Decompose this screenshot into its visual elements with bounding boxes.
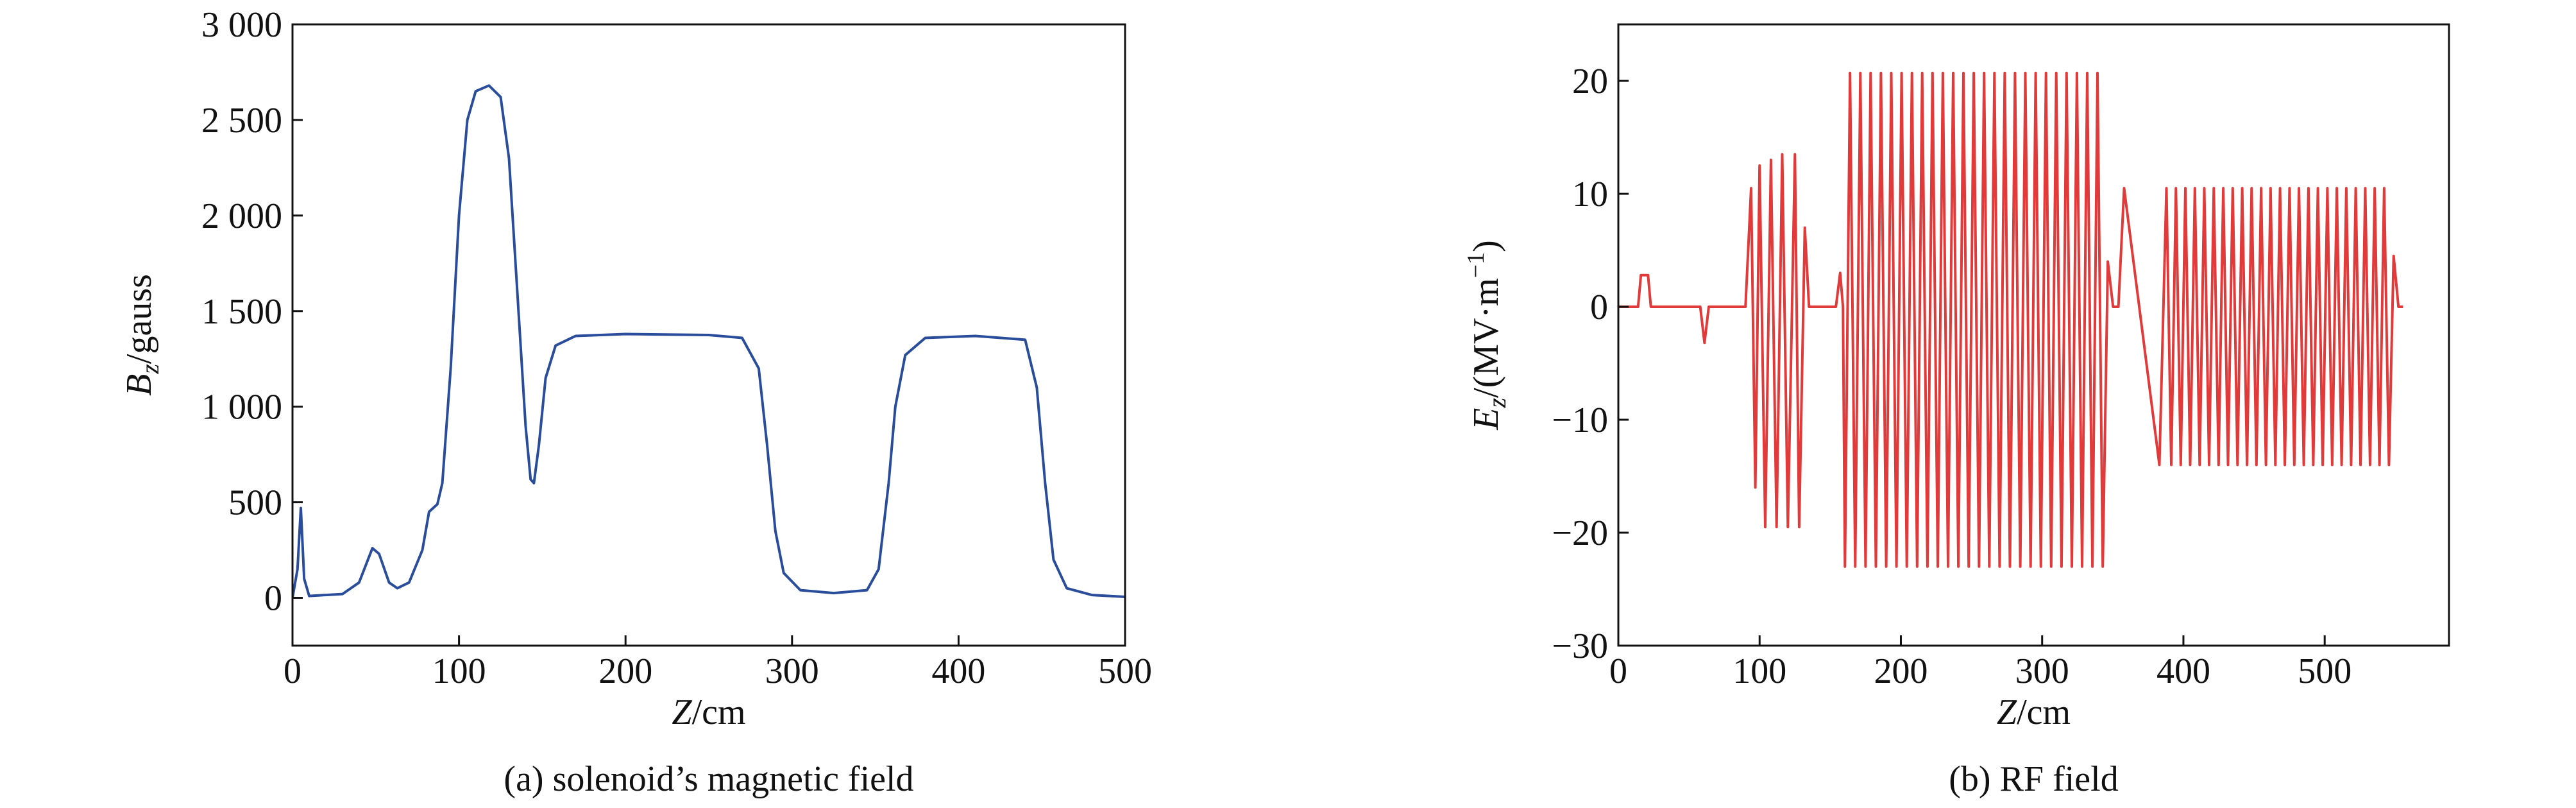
x-tick-label: 0: [284, 651, 301, 691]
y-tick-label: 10: [1572, 175, 1608, 214]
y-tick-label: 20: [1572, 62, 1608, 101]
x-axis-label: Z/cm: [672, 692, 745, 732]
x-tick-label: 400: [2157, 651, 2210, 691]
y-tick-label: 3 000: [201, 5, 282, 45]
y-axis-label: Bz/gauss: [119, 274, 164, 396]
y-label-part: /(MV·m: [1466, 278, 1506, 398]
x-tick-label: 200: [1874, 651, 1928, 691]
caption: (a) solenoid’s magnetic field: [504, 759, 913, 799]
y-axis-label: Ez/(MV·m−1): [1462, 240, 1511, 431]
y-tick-label: −20: [1552, 513, 1608, 553]
x-tick-label: 500: [2298, 651, 2351, 691]
x-tick-label: 100: [432, 651, 486, 691]
x-label-part: /cm: [692, 692, 746, 732]
y-tick-label: 1 000: [201, 388, 282, 427]
y-tick-label: 0: [264, 579, 282, 619]
x-tick-label: 300: [765, 651, 819, 691]
field-line: [292, 84, 1125, 598]
axes-frame: [291, 23, 1126, 647]
y-tick-label: 500: [228, 483, 282, 523]
x-label-part: /cm: [2017, 692, 2071, 732]
subplot: 0 100 200 300 400 500 −30 −20 −10 0 10 20 Z/cm Ez/(MV…: [1462, 23, 2450, 799]
subplot: 0 100 200 300 400 500 0 500 1 000 1 500 2 000 2 500…: [119, 5, 1152, 799]
y-label-part: ): [1466, 240, 1506, 252]
y-tick-label: 2 500: [201, 101, 282, 141]
y-tick-label: 0: [1590, 288, 1608, 327]
plot-area: [292, 84, 1125, 598]
caption: (b) RF field: [1949, 759, 2118, 799]
x-tick-label: 400: [931, 651, 985, 691]
x-label-part: Z: [672, 692, 692, 732]
field-line: [1618, 71, 2403, 568]
y-tick-label: −30: [1552, 626, 1608, 666]
y-tick-label: −10: [1552, 400, 1608, 440]
axes-frame: [1617, 23, 2450, 647]
x-tick-label: 0: [1609, 651, 1627, 691]
x-tick-label: 500: [1098, 651, 1152, 691]
x-label-part: Z: [1997, 692, 2017, 732]
x-axis-label: Z/cm: [1997, 692, 2071, 732]
plot-area: [1618, 71, 2403, 568]
y-label-part: /gauss: [119, 274, 159, 364]
y-label-part: E: [1466, 408, 1506, 431]
x-tick-label: 300: [2015, 651, 2069, 691]
y-label-part: z: [1482, 398, 1511, 409]
y-tick-label: 1 500: [201, 292, 282, 332]
y-label-part: B: [119, 374, 159, 396]
x-tick-label: 200: [598, 651, 652, 691]
y-label-part: z: [135, 364, 164, 375]
x-tick-label: 100: [1733, 651, 1786, 691]
y-tick-label: 2 000: [201, 196, 282, 236]
y-label-part: −1: [1462, 252, 1489, 278]
